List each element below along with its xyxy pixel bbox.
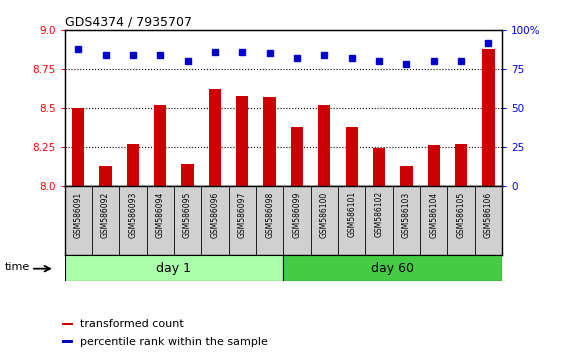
Text: GSM586106: GSM586106 [484, 192, 493, 238]
Bar [400, 166, 412, 186]
Text: GSM586099: GSM586099 [292, 192, 301, 238]
Bar [62, 341, 73, 343]
Text: time: time [5, 262, 30, 272]
Text: GSM586102: GSM586102 [375, 192, 384, 238]
Bar [346, 127, 358, 186]
Bar [455, 144, 467, 186]
Bar [127, 144, 139, 186]
Text: day 1: day 1 [157, 262, 191, 275]
Bar [236, 96, 249, 186]
Bar [291, 127, 303, 186]
Text: GSM586091: GSM586091 [73, 192, 82, 238]
Text: GSM586098: GSM586098 [265, 192, 274, 238]
Text: GSM586094: GSM586094 [156, 192, 165, 238]
Bar [65, 255, 283, 281]
Text: GSM586096: GSM586096 [210, 192, 219, 238]
Text: GSM586095: GSM586095 [183, 192, 192, 238]
Text: GSM586105: GSM586105 [457, 192, 466, 238]
Bar [283, 255, 502, 281]
Bar [209, 89, 221, 186]
Text: GSM586100: GSM586100 [320, 192, 329, 238]
Text: day 60: day 60 [371, 262, 414, 275]
Text: GSM586101: GSM586101 [347, 192, 356, 238]
Text: percentile rank within the sample: percentile rank within the sample [80, 337, 268, 347]
Bar [62, 323, 73, 325]
Bar [154, 105, 167, 186]
Bar [482, 49, 495, 186]
Text: GSM586093: GSM586093 [128, 192, 137, 238]
Bar [264, 97, 276, 186]
Text: transformed count: transformed count [80, 319, 184, 329]
Bar [181, 164, 194, 186]
Bar [99, 166, 112, 186]
Bar [72, 108, 84, 186]
Text: GSM586104: GSM586104 [429, 192, 438, 238]
Bar [318, 105, 330, 186]
Text: GSM586092: GSM586092 [101, 192, 110, 238]
Text: GSM586103: GSM586103 [402, 192, 411, 238]
Text: GDS4374 / 7935707: GDS4374 / 7935707 [65, 16, 191, 29]
Bar [427, 145, 440, 186]
Text: GSM586097: GSM586097 [238, 192, 247, 238]
Bar [373, 148, 385, 186]
